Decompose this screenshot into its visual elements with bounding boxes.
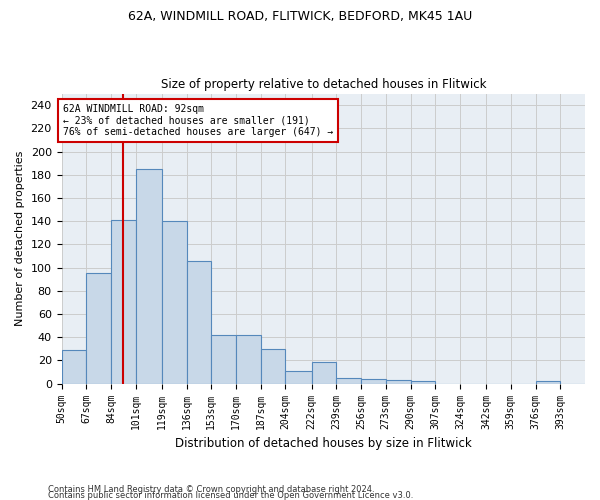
Bar: [187, 260, 211, 384]
Bar: [86, 274, 111, 384]
Bar: [111, 220, 136, 384]
Bar: [286, 371, 311, 384]
Bar: [410, 382, 435, 384]
Title: Size of property relative to detached houses in Flitwick: Size of property relative to detached ho…: [161, 78, 486, 91]
Bar: [62, 350, 86, 384]
Bar: [162, 221, 187, 384]
Text: 62A, WINDMILL ROAD, FLITWICK, BEDFORD, MK45 1AU: 62A, WINDMILL ROAD, FLITWICK, BEDFORD, M…: [128, 10, 472, 23]
Bar: [311, 362, 337, 384]
Bar: [361, 379, 386, 384]
Bar: [211, 335, 236, 384]
Bar: [536, 382, 560, 384]
X-axis label: Distribution of detached houses by size in Flitwick: Distribution of detached houses by size …: [175, 437, 472, 450]
Bar: [136, 169, 162, 384]
Bar: [386, 380, 410, 384]
Text: 62A WINDMILL ROAD: 92sqm
← 23% of detached houses are smaller (191)
76% of semi-: 62A WINDMILL ROAD: 92sqm ← 23% of detach…: [63, 104, 333, 137]
Bar: [337, 378, 361, 384]
Text: Contains HM Land Registry data © Crown copyright and database right 2024.: Contains HM Land Registry data © Crown c…: [48, 484, 374, 494]
Bar: [261, 349, 286, 384]
Y-axis label: Number of detached properties: Number of detached properties: [15, 151, 25, 326]
Text: Contains public sector information licensed under the Open Government Licence v3: Contains public sector information licen…: [48, 490, 413, 500]
Bar: [236, 335, 261, 384]
